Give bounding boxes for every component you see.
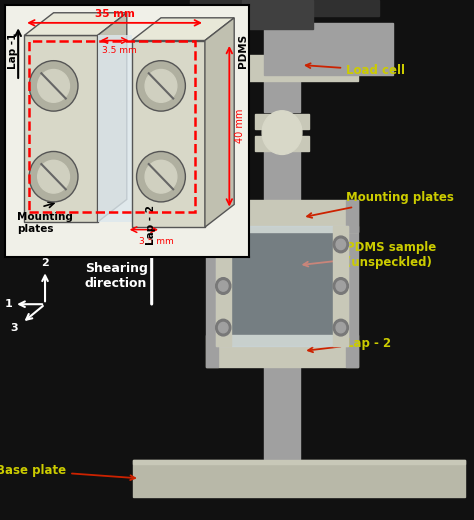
Polygon shape — [205, 18, 234, 227]
Text: Shearing
direction: Shearing direction — [85, 262, 147, 290]
Bar — [29, 41, 195, 212]
Bar — [206, 200, 358, 232]
Bar — [190, 0, 379, 16]
Circle shape — [333, 236, 348, 253]
Text: Lap - 2: Lap - 2 — [308, 337, 391, 352]
Circle shape — [38, 70, 69, 102]
Bar — [333, 226, 348, 346]
Text: Mounting plates: Mounting plates — [307, 191, 454, 218]
Circle shape — [137, 151, 185, 202]
Bar — [133, 460, 465, 497]
Circle shape — [219, 322, 228, 333]
Text: 1: 1 — [5, 299, 12, 309]
Circle shape — [219, 239, 228, 250]
Bar — [206, 200, 218, 232]
Polygon shape — [132, 18, 234, 41]
Text: Load cell: Load cell — [306, 63, 405, 76]
Text: Lap -1: Lap -1 — [73, 209, 202, 223]
Bar — [206, 335, 358, 367]
Bar — [264, 359, 300, 460]
Text: PDMS: PDMS — [238, 33, 248, 68]
Text: 35 mm: 35 mm — [95, 9, 135, 19]
Polygon shape — [24, 13, 127, 35]
Bar — [216, 226, 348, 346]
Circle shape — [333, 278, 348, 294]
Bar — [132, 41, 205, 227]
Text: Lap - 2: Lap - 2 — [146, 204, 156, 244]
Text: 40 mm: 40 mm — [235, 109, 246, 144]
Text: 3: 3 — [10, 323, 18, 333]
Circle shape — [336, 281, 346, 291]
Circle shape — [333, 319, 348, 336]
Circle shape — [38, 160, 69, 193]
Text: 3.5 mm: 3.5 mm — [102, 46, 137, 55]
Circle shape — [29, 61, 78, 111]
Circle shape — [219, 281, 228, 291]
Bar — [264, 146, 300, 203]
Bar — [242, 0, 313, 29]
Bar — [264, 23, 393, 75]
Bar — [24, 35, 98, 222]
Circle shape — [29, 151, 78, 202]
Text: Base plate: Base plate — [0, 464, 135, 480]
Bar — [206, 226, 218, 367]
Bar — [255, 136, 309, 151]
Bar — [346, 200, 358, 232]
Circle shape — [336, 322, 346, 333]
Text: 3.5 mm: 3.5 mm — [139, 237, 173, 245]
Circle shape — [137, 61, 185, 111]
Circle shape — [216, 278, 231, 294]
Circle shape — [145, 160, 177, 193]
Text: 2: 2 — [41, 257, 49, 268]
Circle shape — [216, 319, 231, 336]
Circle shape — [336, 239, 346, 250]
Circle shape — [262, 111, 302, 154]
Bar — [216, 226, 231, 346]
Bar — [255, 114, 309, 129]
Bar — [206, 55, 358, 81]
Bar — [346, 226, 358, 367]
Bar — [133, 460, 465, 464]
Text: PDMS sample
(unspeckled): PDMS sample (unspeckled) — [303, 241, 436, 269]
Circle shape — [216, 236, 231, 253]
Bar — [98, 35, 132, 222]
Text: Lap -1: Lap -1 — [8, 32, 18, 69]
Polygon shape — [98, 13, 127, 222]
Bar — [264, 75, 300, 112]
Circle shape — [145, 70, 177, 102]
Text: Mounting
plates: Mounting plates — [17, 212, 73, 233]
